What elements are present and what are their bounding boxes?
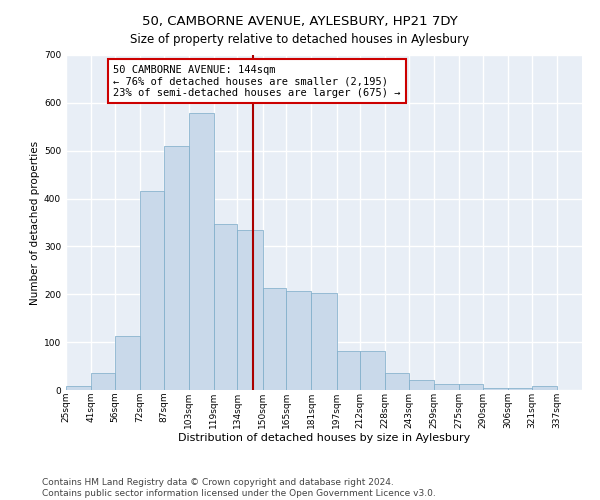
Text: Size of property relative to detached houses in Aylesbury: Size of property relative to detached ho… — [130, 32, 470, 46]
Bar — [238, 230, 263, 390]
Bar — [115, 336, 140, 390]
Bar — [189, 114, 214, 390]
Text: Contains HM Land Registry data © Crown copyright and database right 2024.
Contai: Contains HM Land Registry data © Crown c… — [42, 478, 436, 498]
Bar — [459, 384, 483, 390]
Bar — [483, 388, 508, 390]
Bar — [532, 386, 557, 390]
Bar — [385, 373, 409, 390]
Bar — [164, 146, 189, 390]
Bar — [91, 373, 115, 390]
Bar — [434, 384, 459, 390]
Text: 50 CAMBORNE AVENUE: 144sqm
← 76% of detached houses are smaller (2,195)
23% of s: 50 CAMBORNE AVENUE: 144sqm ← 76% of deta… — [113, 64, 401, 98]
Bar — [286, 291, 311, 390]
Bar — [263, 288, 286, 390]
Bar — [409, 380, 434, 390]
Bar — [66, 386, 91, 390]
Bar — [214, 224, 238, 390]
Text: 50, CAMBORNE AVENUE, AYLESBURY, HP21 7DY: 50, CAMBORNE AVENUE, AYLESBURY, HP21 7DY — [142, 15, 458, 28]
Bar — [311, 293, 337, 390]
X-axis label: Distribution of detached houses by size in Aylesbury: Distribution of detached houses by size … — [178, 434, 470, 444]
Y-axis label: Number of detached properties: Number of detached properties — [30, 140, 40, 304]
Bar — [508, 388, 532, 390]
Bar — [337, 351, 360, 390]
Bar — [140, 192, 164, 390]
Bar — [360, 351, 385, 390]
